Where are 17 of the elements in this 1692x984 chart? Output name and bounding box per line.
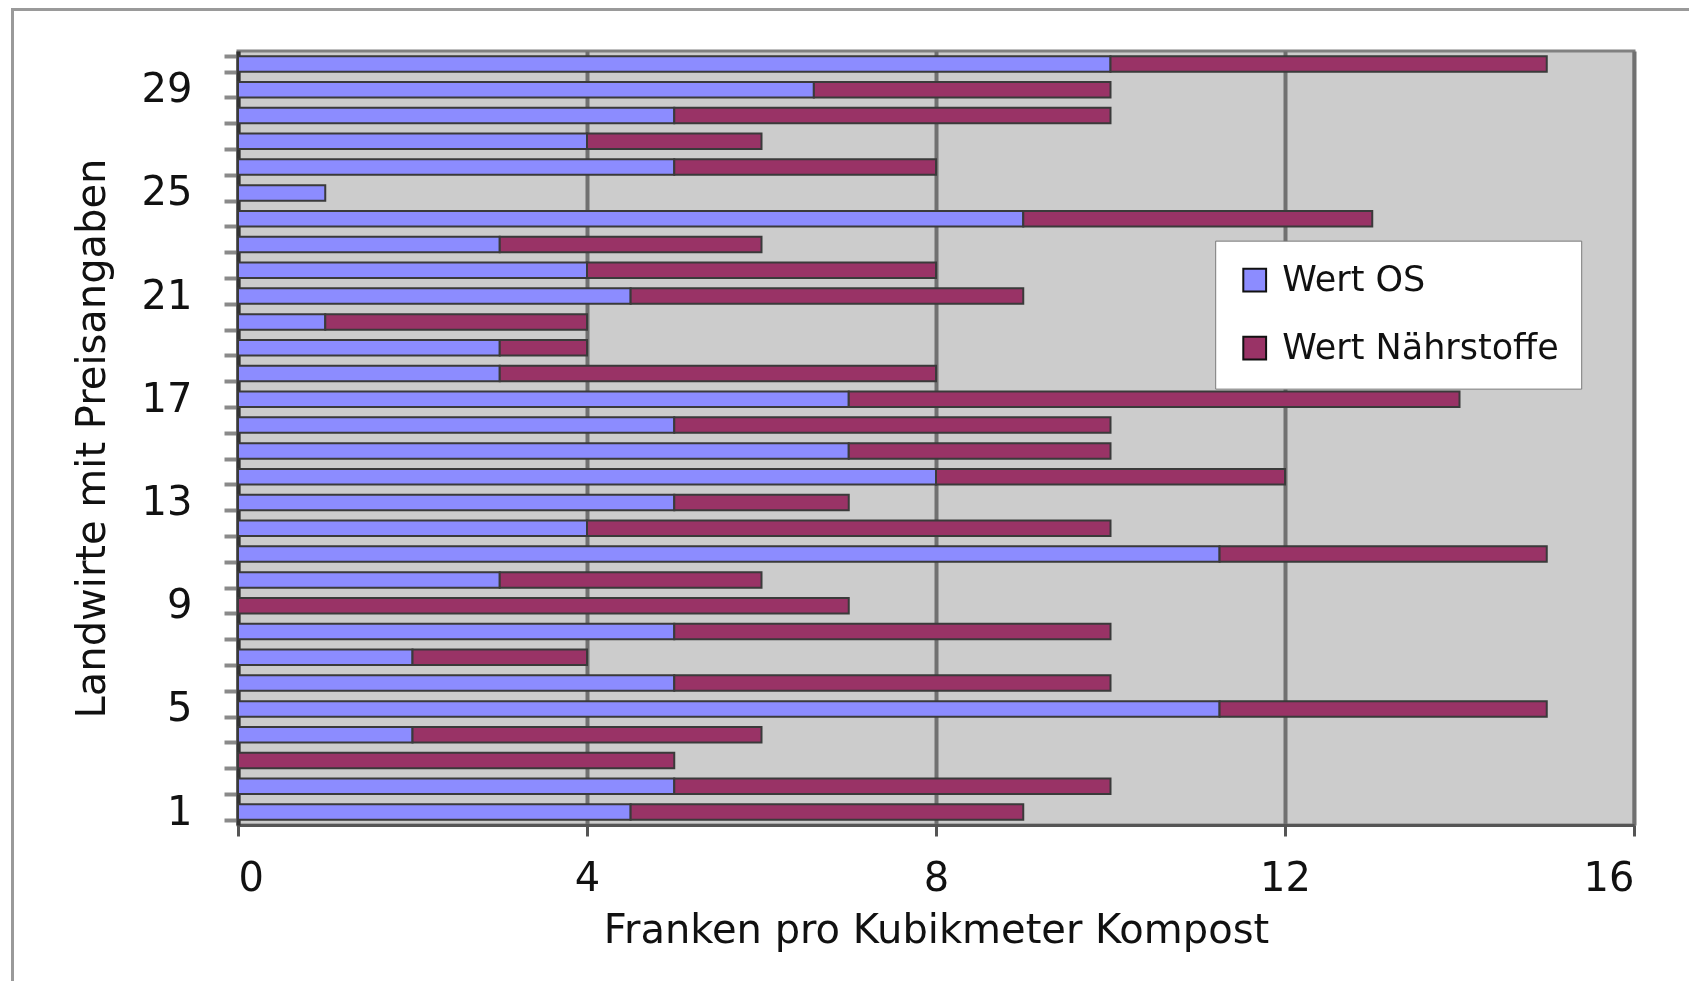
y-tick-label: 9 <box>167 581 193 628</box>
y-tick-label: 17 <box>141 374 193 421</box>
y-tick-label: 29 <box>141 65 193 112</box>
y-tick-label: 21 <box>141 271 193 318</box>
y-tick-label: 5 <box>167 684 193 731</box>
legend-label: Wert Nährstoffe <box>1282 327 1559 368</box>
x-axis-title: Franken pro Kubikmeter Kompost <box>603 905 1270 952</box>
x-tick-label: 8 <box>923 853 950 900</box>
y-tick-label: 25 <box>141 168 193 215</box>
y-tick-label: 1 <box>167 787 193 834</box>
y-axis-title: Landwirte mit Preisangaben <box>67 158 114 719</box>
x-tick-label: 0 <box>238 853 264 900</box>
x-tick-label: 4 <box>574 853 601 900</box>
x-tick-label: 12 <box>1260 853 1311 900</box>
legend-label: Wert OS <box>1282 259 1426 300</box>
x-tick-label: 16 <box>1583 853 1635 900</box>
y-tick-label: 13 <box>141 478 193 524</box>
